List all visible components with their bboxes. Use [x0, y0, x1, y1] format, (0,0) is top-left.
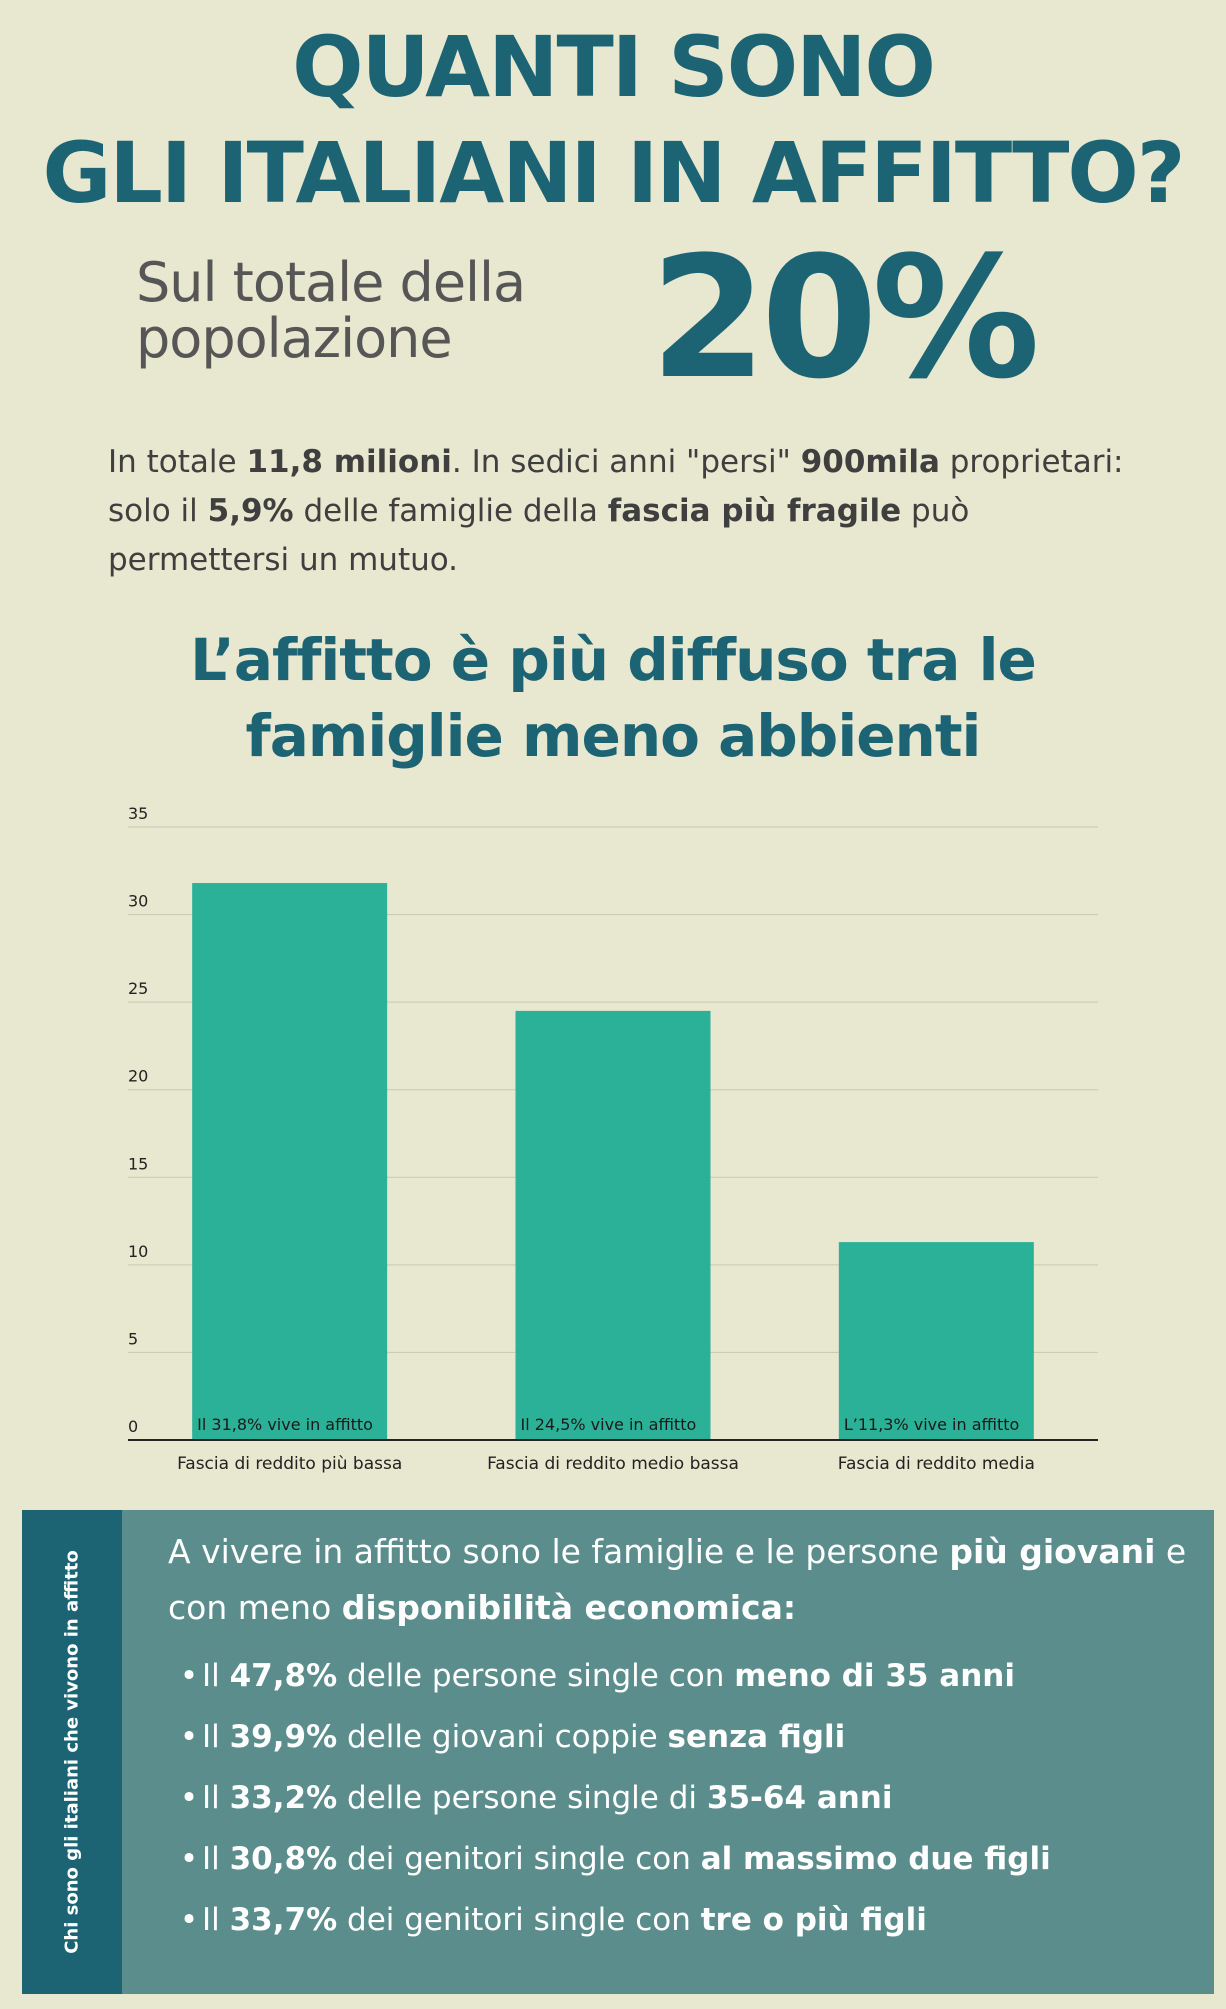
item-prefix: Il: [202, 1780, 230, 1816]
item-text: delle persone single con: [337, 1658, 735, 1694]
list-item: • Il 33,7% dei genitori single con tre o …: [168, 1890, 1198, 1951]
item-percent: 30,8%: [229, 1841, 338, 1877]
bullet-icon: •: [179, 1780, 199, 1816]
panel-intro: A vivere in affitto sono le famiglie e l…: [168, 1524, 1198, 1636]
subtitle-line-2: popolazione: [136, 307, 453, 370]
y-tick-label: 20: [128, 1067, 148, 1086]
item-prefix: Il: [202, 1658, 230, 1694]
bar: [515, 1010, 711, 1440]
item-percent: 47,8%: [229, 1658, 338, 1694]
x-category-label: Fascia di reddito media: [838, 1454, 1035, 1474]
intro-bold-4: fascia più fragile: [607, 493, 902, 529]
item-text: dei genitori single con: [337, 1902, 701, 1938]
intro-text-3: proprietari: solo il: [108, 444, 1124, 529]
big-percent: 20%: [650, 220, 1040, 416]
renters-list: • Il 47,8% delle persone single con meno …: [168, 1646, 1198, 1951]
intro-text-2: . In sedici anni "persi": [451, 444, 801, 480]
bar-data-label: L’11,3% vive in affitto: [844, 1415, 1020, 1434]
list-item: • Il 30,8% dei genitori single con al mas…: [168, 1829, 1198, 1890]
bar-chart: 0 5 10 15 20 25 30 35 Il 31,8% vive in affitto Fa…: [128, 804, 1098, 1474]
bullet-icon: •: [179, 1719, 199, 1755]
intro-text-4: delle famiglie della: [293, 493, 608, 529]
item-bold: tre o più figli: [700, 1902, 927, 1938]
item-text: delle giovani coppie: [337, 1719, 668, 1755]
y-tick-label: 10: [128, 1242, 148, 1261]
headline-line-2: GLI ITALIANI IN AFFITTO?: [42, 124, 1185, 222]
y-tick-label: 30: [128, 892, 148, 911]
item-bold: senza figli: [667, 1719, 846, 1755]
bar: [838, 1242, 1034, 1440]
item-bold: al massimo due figli: [700, 1841, 1051, 1877]
y-tick-label: 5: [128, 1329, 138, 1348]
population-subtitle: Sul totale della popolazione: [136, 251, 526, 370]
bullet-icon: •: [179, 1841, 199, 1877]
x-category-label: Fascia di reddito medio bassa: [487, 1454, 739, 1474]
y-tick-label: 0: [128, 1417, 138, 1436]
bullet-icon: •: [179, 1902, 199, 1938]
subtitle-line-1: Sul totale della: [136, 251, 526, 314]
list-item: • Il 33,2% delle persone single di 35-64 …: [168, 1768, 1198, 1829]
item-text: dei genitori single con: [337, 1841, 701, 1877]
headline-line-1: QUANTI SONO: [292, 18, 936, 116]
panel-intro-text-1: A vivere in affitto sono le famiglie e l…: [168, 1532, 950, 1571]
renters-panel: Chi sono gli italiani che vivono in affi…: [22, 1510, 1214, 1994]
y-tick-label: 35: [128, 804, 148, 823]
intro-paragraph: In totale 11,8 milioni. In sedici anni "…: [108, 438, 1138, 585]
list-item: • Il 47,8% delle persone single con meno …: [168, 1646, 1198, 1707]
item-prefix: Il: [202, 1902, 230, 1938]
headline: QUANTI SONO GLI ITALIANI IN AFFITTO?: [0, 14, 1226, 226]
panel-intro-bold-1: più giovani: [949, 1532, 1156, 1571]
item-bold: 35-64 anni: [706, 1780, 893, 1816]
intro-bold-3: 5,9%: [207, 493, 294, 529]
x-category-label: Fascia di reddito più bassa: [177, 1454, 402, 1474]
item-text: delle persone single di: [337, 1780, 707, 1816]
item-percent: 33,2%: [229, 1780, 338, 1816]
bar-data-label: Il 24,5% vive in affitto: [521, 1415, 697, 1434]
y-tick-label: 25: [128, 979, 148, 998]
list-item: • Il 39,9% delle giovani coppie senza fig…: [168, 1707, 1198, 1768]
y-tick-label: 15: [128, 1154, 148, 1173]
item-prefix: Il: [202, 1719, 230, 1755]
chart-title: L’affitto è più diffuso tra le famiglie …: [0, 622, 1226, 774]
panel-intro-bold-2: disponibilità economica:: [341, 1588, 797, 1627]
intro-text-5: può permettersi un mutuo.: [108, 493, 970, 578]
panel-side-label: Chi sono gli italiani che vivono in affi…: [61, 1550, 83, 1954]
chart-title-line-2: famiglie meno abbienti: [245, 702, 982, 770]
bar-data-label: Il 31,8% vive in affitto: [197, 1415, 373, 1434]
panel-body: A vivere in affitto sono le famiglie e l…: [168, 1524, 1198, 1951]
panel-side-band: Chi sono gli italiani che vivono in affi…: [22, 1510, 122, 1994]
item-prefix: Il: [202, 1841, 230, 1877]
intro-text-1: In totale: [108, 444, 247, 480]
intro-bold-1: 11,8 milioni: [246, 444, 452, 480]
item-bold: meno di 35 anni: [734, 1658, 1015, 1694]
panel-intro-text-2: e con meno: [168, 1532, 1187, 1627]
intro-bold-2: 900mila: [800, 444, 940, 480]
item-percent: 39,9%: [229, 1719, 338, 1755]
bar: [192, 883, 388, 1440]
bullet-icon: •: [179, 1658, 199, 1694]
item-percent: 33,7%: [229, 1902, 338, 1938]
chart-title-line-1: L’affitto è più diffuso tra le: [190, 626, 1037, 694]
